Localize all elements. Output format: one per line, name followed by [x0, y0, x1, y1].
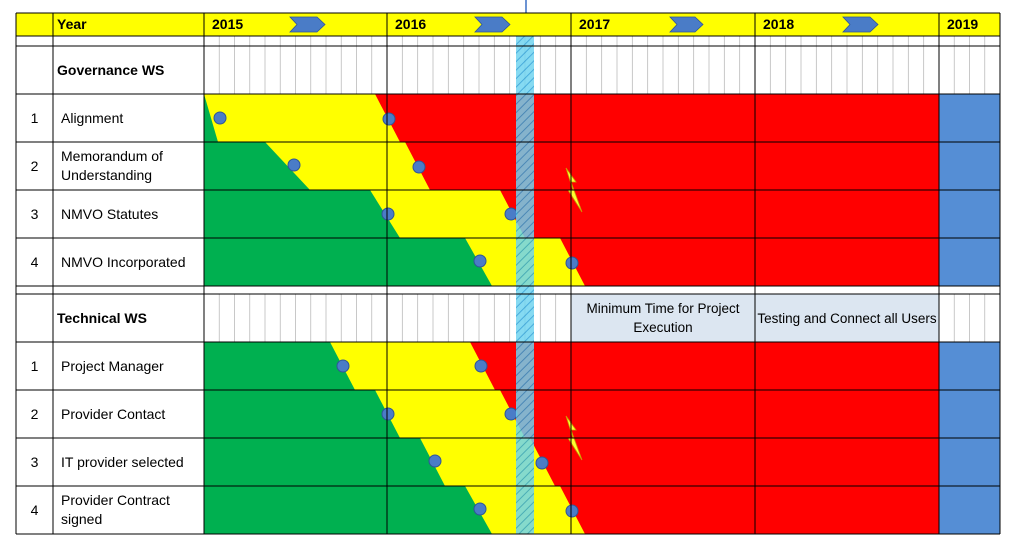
milestone	[565, 504, 579, 518]
note-text: Minimum Time for Project Execution	[586, 301, 740, 335]
yellow-zone	[204, 94, 400, 142]
today-bar	[516, 36, 534, 534]
row-number: 1	[30, 109, 39, 126]
year-header: 2015	[212, 16, 244, 32]
row-number: 4	[30, 253, 39, 270]
row-label: Provider Contact	[61, 405, 166, 422]
milestone	[382, 112, 396, 126]
gap-row	[16, 286, 1000, 294]
section-title: Governance WS	[57, 61, 165, 78]
milestone	[473, 254, 487, 268]
row-number: 3	[30, 453, 39, 470]
row-number: 4	[30, 501, 39, 518]
milestone	[504, 207, 518, 221]
green-zone	[204, 342, 355, 390]
green-zone	[204, 390, 400, 438]
milestone	[473, 502, 487, 516]
milestone	[428, 454, 442, 468]
milestone	[336, 359, 350, 373]
blue-zone	[939, 486, 1000, 534]
year-chevron	[669, 16, 704, 33]
green-zone	[204, 238, 492, 286]
milestone	[381, 207, 395, 221]
section-title: Technical WS	[57, 309, 147, 326]
green-zone	[204, 94, 218, 142]
blue-zone	[939, 94, 1000, 142]
note-cell	[571, 294, 755, 342]
year-chevron	[842, 16, 879, 33]
row-number: 2	[30, 157, 39, 174]
year-chevron	[289, 16, 326, 33]
row-number: 2	[30, 405, 39, 422]
year-header: 2017	[579, 16, 611, 32]
row-label: IT provider selected	[61, 453, 184, 470]
blue-zone	[939, 238, 1000, 286]
milestone	[287, 158, 301, 172]
green-zone	[204, 142, 310, 190]
row-label: Provider Contract signed	[61, 492, 170, 527]
year-header: 2019	[947, 16, 979, 32]
green-zone	[204, 190, 400, 238]
blue-zone	[939, 142, 1000, 190]
year-label: Year	[57, 16, 87, 32]
row-label: NMVO Incorporated	[61, 253, 186, 270]
year-header: 2016	[395, 16, 427, 32]
row-number: 1	[30, 357, 39, 374]
blue-zone	[939, 438, 1000, 486]
milestone	[474, 359, 488, 373]
milestone	[213, 111, 227, 125]
year-header: 2018	[763, 16, 795, 32]
milestone	[565, 256, 579, 270]
blue-zone	[939, 390, 1000, 438]
blue-zone	[939, 342, 1000, 390]
row-label: Project Manager	[61, 357, 164, 374]
milestone	[504, 407, 518, 421]
row-label: NMVO Statutes	[61, 205, 159, 222]
year-chevron	[474, 16, 511, 33]
row-label: Memorandum of Understanding	[61, 148, 163, 183]
note-text: Testing and Connect all Users	[757, 310, 937, 326]
milestone	[381, 407, 395, 421]
blue-zone	[939, 190, 1000, 238]
green-zone	[204, 486, 492, 534]
milestone	[535, 456, 549, 470]
milestone	[412, 160, 426, 174]
green-zone	[204, 438, 445, 486]
row-number: 3	[30, 205, 39, 222]
row-label: Alignment	[61, 109, 124, 126]
note-cell	[755, 294, 939, 342]
